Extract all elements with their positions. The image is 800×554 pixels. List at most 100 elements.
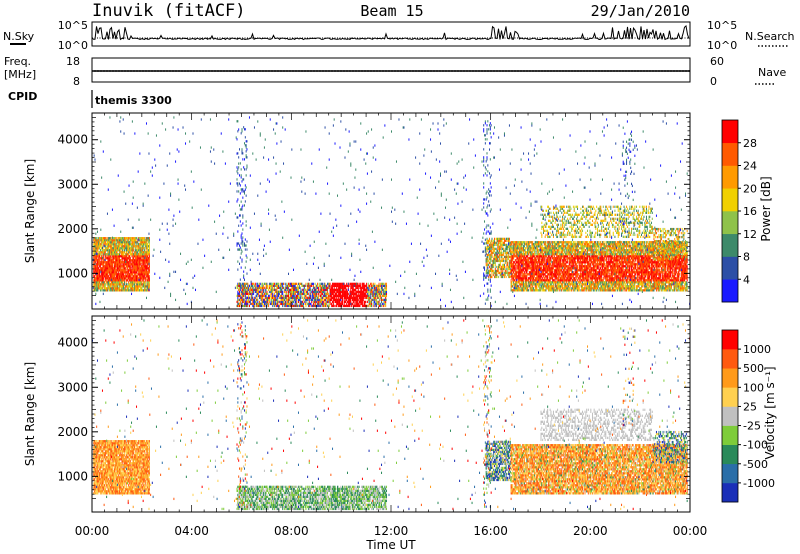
range-gate-cell bbox=[132, 273, 133, 275]
range-gate-cell bbox=[526, 283, 527, 285]
range-gate-cell bbox=[545, 241, 546, 243]
range-gate-cell bbox=[496, 242, 497, 244]
range-gate-cell bbox=[487, 258, 488, 260]
range-gate-cell bbox=[549, 255, 550, 257]
range-gate-cell bbox=[333, 293, 334, 295]
range-gate-cell bbox=[298, 301, 299, 303]
range-gate-cell bbox=[97, 249, 98, 251]
range-gate-cell bbox=[275, 301, 276, 303]
range-gate-cell bbox=[505, 250, 506, 252]
range-gate-cell bbox=[352, 303, 353, 305]
range-gate-cell bbox=[315, 297, 316, 299]
range-gate-cell bbox=[378, 287, 379, 289]
range-gate-cell bbox=[115, 267, 116, 269]
range-gate-cell bbox=[351, 295, 352, 297]
range-gate-cell bbox=[128, 239, 129, 241]
range-gate-cell bbox=[117, 251, 118, 253]
range-gate-cell bbox=[258, 293, 259, 295]
range-gate-cell bbox=[311, 285, 312, 287]
range-gate-cell bbox=[384, 289, 385, 291]
range-gate-cell bbox=[501, 270, 502, 272]
range-gate-cell bbox=[266, 283, 267, 285]
range-gate-cell bbox=[122, 281, 123, 283]
range-gate-cell bbox=[317, 283, 318, 285]
range-gate-cell bbox=[495, 264, 496, 266]
range-gate-cell bbox=[354, 303, 355, 305]
range-gate-cell bbox=[144, 249, 145, 251]
range-gate-cell bbox=[149, 281, 150, 283]
nsky-panel bbox=[92, 22, 690, 46]
range-gate-cell bbox=[537, 247, 538, 249]
range-gate-cell bbox=[146, 241, 147, 243]
range-gate-cell bbox=[122, 259, 123, 261]
range-gate-cell bbox=[149, 251, 150, 253]
range-gate-cell bbox=[291, 299, 292, 301]
range-gate-cell bbox=[543, 271, 544, 273]
range-gate-cell bbox=[495, 268, 496, 270]
station-title: Inuvik (fitACF) bbox=[92, 1, 246, 21]
range-gate-cell bbox=[487, 262, 488, 264]
range-gate-cell bbox=[106, 237, 107, 239]
range-gate-cell bbox=[131, 267, 132, 269]
range-gate-cell bbox=[379, 299, 380, 301]
range-gate-cell bbox=[127, 267, 128, 269]
range-gate-cell bbox=[540, 257, 541, 259]
range-gate-cell bbox=[259, 301, 260, 303]
range-gate-cell bbox=[116, 243, 117, 245]
range-gate-cell bbox=[354, 301, 355, 303]
range-gate-cell bbox=[503, 248, 504, 250]
range-gate-cell bbox=[261, 289, 262, 291]
range-gate-cell bbox=[254, 303, 255, 305]
range-gate-cell bbox=[501, 256, 502, 258]
range-gate-cell bbox=[545, 257, 546, 259]
beam-title: Beam 15 bbox=[360, 2, 423, 20]
range-gate-cell bbox=[345, 301, 346, 303]
range-gate-cell bbox=[322, 293, 323, 295]
range-gate-cell bbox=[364, 303, 365, 305]
range-gate-cell bbox=[521, 251, 522, 253]
range-gate-cell bbox=[331, 303, 332, 305]
range-gate-cell bbox=[545, 281, 546, 283]
range-gate-cell bbox=[530, 265, 531, 267]
range-gate-cell bbox=[311, 301, 312, 303]
range-gate-cell bbox=[146, 249, 147, 251]
range-gate-cell bbox=[107, 273, 108, 275]
range-gate-cell bbox=[350, 289, 351, 291]
range-gate-cell bbox=[100, 249, 101, 251]
range-gate-cell bbox=[504, 264, 505, 266]
range-gate-cell bbox=[121, 283, 122, 285]
range-gate-cell bbox=[371, 283, 372, 285]
range-gate-cell bbox=[508, 258, 509, 260]
range-gate-cell bbox=[149, 279, 150, 281]
range-gate-cell bbox=[336, 293, 337, 295]
range-gate-cell bbox=[499, 258, 500, 260]
range-gate-cell bbox=[523, 281, 524, 283]
range-gate-cell bbox=[364, 291, 365, 293]
range-gate-cell bbox=[94, 275, 95, 277]
range-gate-cell bbox=[117, 271, 118, 273]
range-gate-cell bbox=[506, 266, 507, 268]
range-gate-cell bbox=[304, 287, 305, 289]
range-gate-cell bbox=[261, 285, 262, 287]
range-gate-cell bbox=[386, 285, 387, 287]
range-gate-cell bbox=[313, 283, 314, 285]
range-gate-cell bbox=[272, 305, 273, 307]
range-gate-cell bbox=[136, 273, 137, 275]
range-gate-cell bbox=[526, 253, 527, 255]
range-gate-cell bbox=[347, 295, 348, 297]
range-gate-cell bbox=[303, 303, 304, 305]
date-title: 29/Jan/2010 bbox=[591, 2, 690, 20]
range-gate-cell bbox=[527, 269, 528, 271]
range-gate-cell bbox=[349, 285, 350, 287]
range-gate-cell bbox=[550, 263, 551, 265]
range-gate-cell bbox=[539, 259, 540, 261]
nsky-trace bbox=[92, 26, 690, 40]
range-gate-cell bbox=[376, 299, 377, 301]
range-gate-cell bbox=[489, 266, 490, 268]
range-gate-cell bbox=[300, 295, 301, 297]
range-gate-cell bbox=[140, 245, 141, 247]
range-gate-cell bbox=[125, 267, 126, 269]
range-gate-cell bbox=[305, 305, 306, 307]
range-gate-cell bbox=[325, 305, 326, 307]
range-gate-cell bbox=[145, 263, 146, 265]
